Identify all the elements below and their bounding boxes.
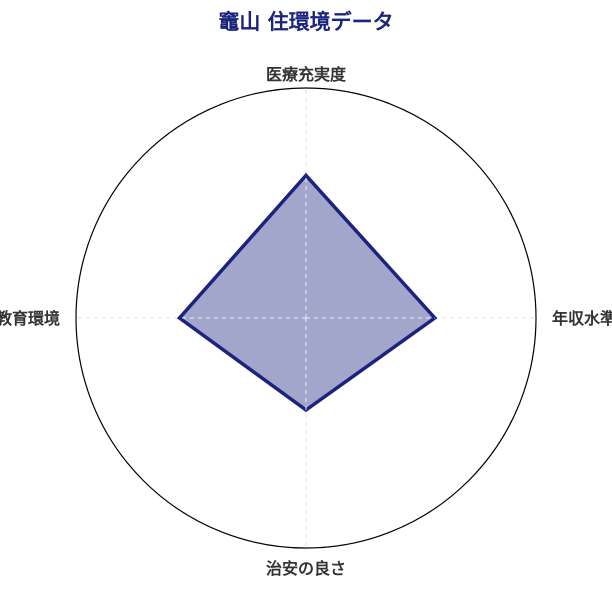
axis-label: 医療充実度 <box>266 65 347 84</box>
axis-label: 年収水準 <box>552 309 612 328</box>
data-area <box>176 172 438 413</box>
chart-title: 竈山 住環境データ <box>218 10 393 34</box>
axis-label: 治安の良さ <box>266 559 346 578</box>
axis-label: 教育環境 <box>0 309 60 328</box>
outer-circle <box>75 87 537 549</box>
